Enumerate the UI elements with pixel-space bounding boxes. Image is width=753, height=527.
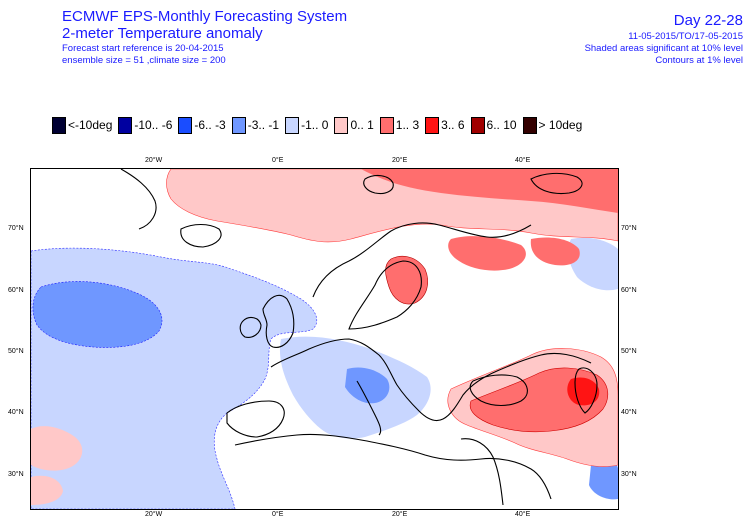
coastline-europe [270, 338, 592, 422]
bottom-tick-label: 0°E [272, 511, 284, 518]
coastline-baltic [348, 260, 422, 330]
right-tick-label: 60°N [621, 287, 637, 294]
left-tick-label: 30°N [8, 471, 24, 478]
coastline-middle-east [460, 438, 504, 506]
color-legend: <-10deg -10.. -6 -6.. -3 -3.. -1 -1.. 0 … [52, 114, 588, 136]
coastline-novaya [530, 172, 583, 195]
legend-item: 6.. 10 [470, 116, 523, 134]
coastline-iberia [226, 400, 285, 438]
top-tick-label: 0°E [272, 157, 284, 164]
legend-item: 1.. 3 [379, 116, 425, 134]
left-tick-label: 40°N [8, 409, 24, 416]
coastline-ireland [239, 316, 262, 338]
right-tick-label: 70°N [621, 225, 637, 232]
top-tick-label: 40°E [515, 157, 531, 164]
bottom-tick-label: 20°E [392, 511, 408, 518]
legend-item: -6.. -3 [178, 116, 231, 134]
warm-anomaly-atlantic-south [31, 426, 83, 471]
left-tick-label: 70°N [8, 225, 24, 232]
anomaly-map [30, 168, 619, 510]
date-range: 11-05-2015/TO/17-05-2015 [628, 31, 743, 42]
chart-title: ECMWF EPS-Monthly Forecasting System [62, 8, 348, 25]
legend-label: -3.. -1 [247, 118, 280, 132]
right-tick-label: 30°N [621, 471, 637, 478]
legend-swatch [379, 116, 394, 134]
coastline-scandinavia [312, 222, 532, 298]
forecast-reference: Forecast start reference is 20-04-2015 [62, 43, 224, 54]
day-range: Day 22-28 [673, 12, 743, 29]
coastline-britain [262, 294, 295, 348]
legend-label: 0.. 1 [350, 118, 374, 132]
warm-anomaly-arctic-core [361, 169, 618, 213]
legend-swatch [231, 116, 246, 134]
coastline-caspian [574, 367, 598, 414]
coastline-greenland [120, 169, 157, 230]
legend-item: -1.. 0 [285, 116, 334, 134]
legend-swatch [470, 116, 485, 134]
legend-swatch [52, 116, 66, 134]
cold-anomaly-core [32, 281, 163, 348]
left-tick-label: 60°N [8, 287, 24, 294]
legend-item: 3.. 6 [425, 116, 470, 134]
ensemble-info: ensemble size = 51 ,climate size = 200 [62, 55, 226, 66]
cold-anomaly-southeast [589, 461, 618, 500]
coastline-italy [356, 380, 382, 436]
legend-label: 1.. 3 [395, 118, 420, 132]
legend-swatch [425, 116, 440, 134]
legend-swatch [285, 116, 300, 134]
shaded-note: Shaded areas significant at 10% level [584, 43, 743, 54]
cold-anomaly-east [568, 237, 618, 291]
legend-item: 0.. 1 [334, 116, 379, 134]
legend-swatch [118, 116, 133, 134]
contour-note: Contours at 1% level [655, 55, 743, 66]
left-tick-label: 50°N [8, 348, 24, 355]
legend-label: 3.. 6 [441, 118, 465, 132]
coastline-black-sea [469, 374, 528, 407]
legend-item: <-10deg [52, 116, 118, 134]
warm-anomaly-finland [448, 236, 526, 271]
bottom-tick-label: 40°E [515, 511, 531, 518]
coastlines [180, 172, 598, 506]
coastline-iceland [180, 223, 222, 248]
legend-item: -10.. -6 [118, 116, 178, 134]
right-tick-label: 50°N [621, 348, 637, 355]
top-tick-label: 20°E [392, 157, 408, 164]
warm-anomaly-atlantic-south2 [31, 475, 63, 505]
legend-swatch [522, 116, 537, 134]
coastline-svalbard [363, 174, 394, 195]
legend-label: -6.. -3 [194, 118, 226, 132]
map-svg [31, 169, 618, 509]
warm-anomaly-russia-north [530, 237, 580, 266]
bottom-tick-label: 20°W [145, 511, 163, 518]
top-tick-label: 20°W [145, 157, 163, 164]
legend-swatch [178, 116, 193, 134]
cold-anomaly-adriatic [345, 367, 390, 404]
legend-label: > 10deg [538, 118, 583, 132]
legend-item: -3.. -1 [231, 116, 285, 134]
coastline-africa [234, 433, 552, 500]
legend-swatch [334, 116, 349, 134]
legend-label: -10.. -6 [134, 118, 173, 132]
legend-label: -1.. 0 [301, 118, 329, 132]
legend-item: > 10deg [522, 116, 589, 134]
legend-label: 6.. 10 [486, 118, 517, 132]
chart-subtitle: 2-meter Temperature anomaly [62, 25, 263, 42]
right-tick-label: 40°N [621, 409, 637, 416]
legend-label: <-10deg [68, 118, 113, 132]
